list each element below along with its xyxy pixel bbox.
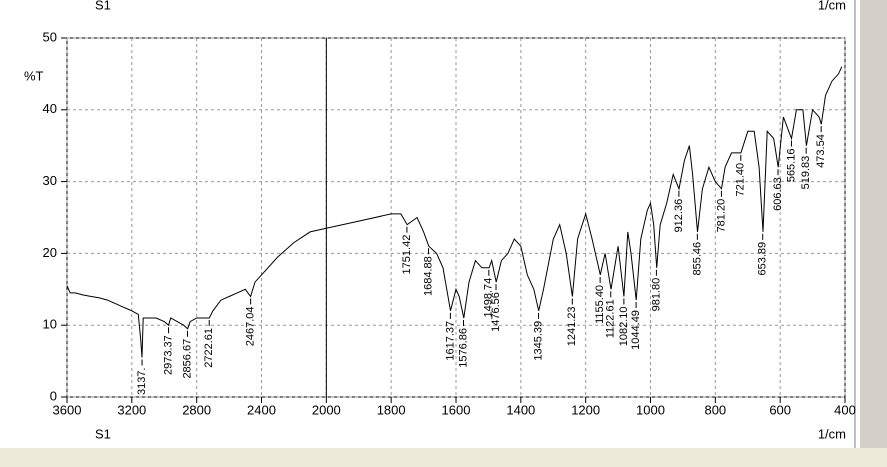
x-tick-label: 1000 — [636, 402, 665, 417]
peak-label: 1345.39 — [532, 321, 544, 361]
peak-label: 565.16 — [785, 149, 797, 183]
peak-label: 2973.37 — [162, 335, 174, 375]
x-tick-label: 1200 — [571, 402, 600, 417]
x-tick-label: 1400 — [506, 402, 535, 417]
peak-label: 653.89 — [757, 242, 769, 276]
y-tick-label: 40 — [43, 101, 57, 116]
x-tick-label: 3600 — [53, 402, 82, 417]
x-tick-label: 600 — [769, 402, 791, 417]
peak-label: 721.40 — [735, 163, 747, 197]
peak-label: 1751.42 — [401, 235, 413, 275]
y-tick-label: 0 — [50, 388, 57, 403]
x-tick-label: 2800 — [182, 402, 211, 417]
side-panel — [860, 0, 887, 467]
peak-label: 519.83 — [800, 156, 812, 190]
peak-label: 1122.61 — [605, 299, 617, 338]
peak-label: 1576.86 — [457, 328, 469, 368]
footer-left: S1 — [95, 426, 111, 441]
x-tick-label: 1800 — [377, 402, 406, 417]
peak-label: 1155.40 — [594, 285, 606, 324]
status-bar — [0, 448, 887, 467]
header-right: 1/cm — [818, 0, 846, 12]
header-left: S1 — [95, 0, 111, 12]
peak-label: 1241.23 — [566, 306, 578, 346]
y-tick-label: 20 — [43, 245, 57, 260]
peak-label: 2467.04 — [245, 306, 257, 346]
x-tick-label: 800 — [704, 402, 726, 417]
y-tick-label: 50 — [43, 29, 57, 44]
footer-right: 1/cm — [818, 426, 846, 441]
y-tick-label: 10 — [43, 317, 57, 332]
peak-label: 3137. — [136, 368, 148, 396]
peak-label: 1498.74 — [483, 278, 495, 318]
x-tick-label: 400 — [834, 402, 856, 417]
peak-label: 1044.49 — [630, 310, 642, 350]
peak-label: 606.63 — [772, 177, 784, 211]
y-axis-label: %T — [24, 68, 44, 83]
spectrum-line — [66, 66, 843, 358]
x-tick-label: 2000 — [312, 402, 341, 417]
peak-label: 981.80 — [650, 278, 662, 312]
x-tick-label: 2400 — [247, 402, 276, 417]
peak-label: 912.36 — [673, 199, 685, 233]
y-tick-label: 30 — [43, 173, 57, 188]
peak-label: 855.46 — [691, 242, 703, 276]
peak-label: 1476.56 — [490, 292, 502, 332]
peak-label: 1684.88 — [422, 256, 434, 296]
peak-label: 781.20 — [715, 199, 727, 233]
x-tick-label: 3200 — [117, 402, 146, 417]
peak-label: 473.54 — [815, 134, 827, 168]
plot-area — [66, 37, 846, 398]
x-tick-label: 1600 — [442, 402, 471, 417]
peak-label: 1082.10 — [618, 306, 630, 346]
peak-label: 1617.37 — [444, 321, 456, 361]
peak-label: 2722.61 — [203, 328, 215, 368]
peak-label: 2856.67 — [181, 339, 193, 379]
